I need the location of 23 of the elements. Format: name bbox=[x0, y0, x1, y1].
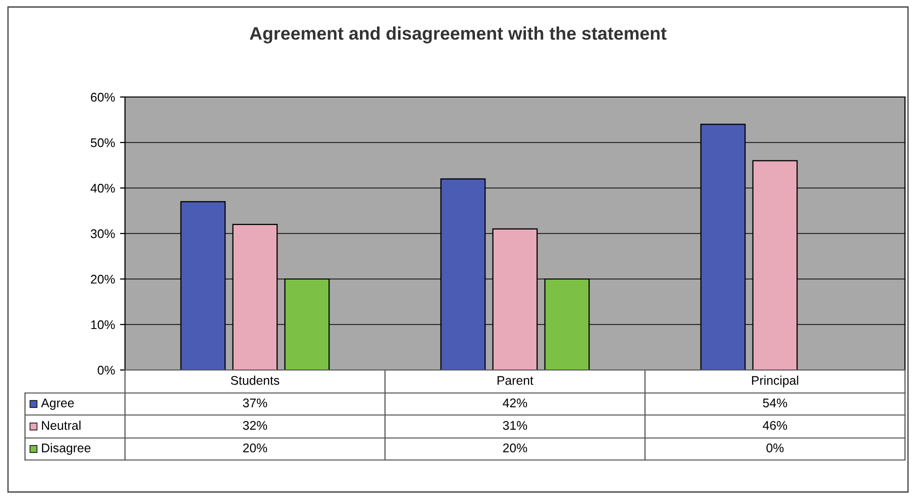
x-tick-label: Students bbox=[230, 376, 280, 385]
x-tick-label: Principal bbox=[752, 376, 798, 388]
legend-label: Agree bbox=[41, 398, 74, 410]
y-tick-label: 50% bbox=[90, 138, 115, 148]
y-tick-label: 20% bbox=[90, 274, 115, 284]
legend-label: Disagree bbox=[42, 443, 90, 455]
y-tick-label: 60% bbox=[90, 92, 115, 102]
text: 32% bbox=[242, 421, 268, 430]
text: 46% bbox=[762, 421, 788, 430]
y-tick-label: 30% bbox=[90, 229, 115, 238]
x-tick-label: Parent bbox=[498, 376, 534, 385]
y-tick-label: 10% bbox=[91, 320, 115, 330]
y-tick-label: 40% bbox=[90, 184, 115, 193]
text: 31% bbox=[502, 421, 528, 430]
legend-label: Neutral bbox=[42, 420, 80, 430]
chart-title: Agreement and disagreement with the statement bbox=[250, 26, 666, 44]
text: 37% bbox=[242, 398, 268, 408]
text: 54% bbox=[762, 398, 788, 408]
text: 42% bbox=[502, 398, 528, 408]
text: 20% bbox=[243, 444, 268, 452]
text: 20% bbox=[503, 444, 528, 452]
y-tick-label: 0% bbox=[98, 366, 115, 375]
text: 0% bbox=[766, 444, 784, 452]
